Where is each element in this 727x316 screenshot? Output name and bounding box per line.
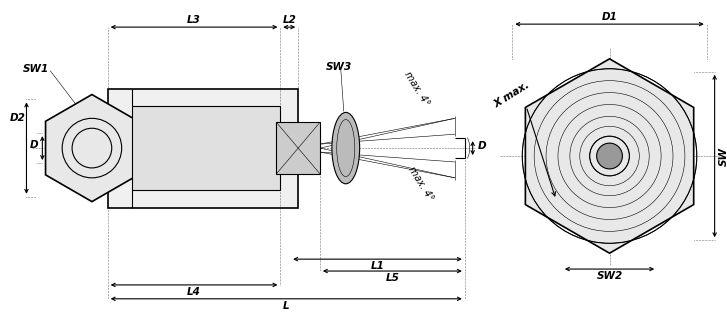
- Text: L3: L3: [187, 15, 201, 25]
- Text: SW2: SW2: [596, 271, 622, 281]
- Text: L2: L2: [282, 15, 296, 25]
- Text: D: D: [478, 141, 486, 151]
- Text: SW1: SW1: [23, 64, 49, 74]
- Text: L5: L5: [385, 273, 399, 283]
- Ellipse shape: [332, 112, 360, 184]
- Text: SW: SW: [718, 147, 727, 166]
- Bar: [132, 106, 281, 190]
- Polygon shape: [526, 59, 694, 253]
- Text: D1: D1: [602, 12, 617, 22]
- Text: L: L: [283, 301, 289, 311]
- Text: SW3: SW3: [326, 62, 352, 72]
- Bar: [276, 122, 320, 174]
- Text: D2: D2: [9, 113, 25, 123]
- Polygon shape: [46, 94, 138, 202]
- Text: max. 4°: max. 4°: [406, 165, 435, 203]
- Text: L4: L4: [187, 287, 201, 297]
- Bar: [108, 88, 298, 208]
- Text: X max.: X max.: [493, 80, 532, 109]
- Text: D: D: [30, 140, 39, 150]
- Text: max. 4°: max. 4°: [403, 70, 432, 108]
- Circle shape: [597, 143, 622, 169]
- Text: L1: L1: [371, 261, 385, 271]
